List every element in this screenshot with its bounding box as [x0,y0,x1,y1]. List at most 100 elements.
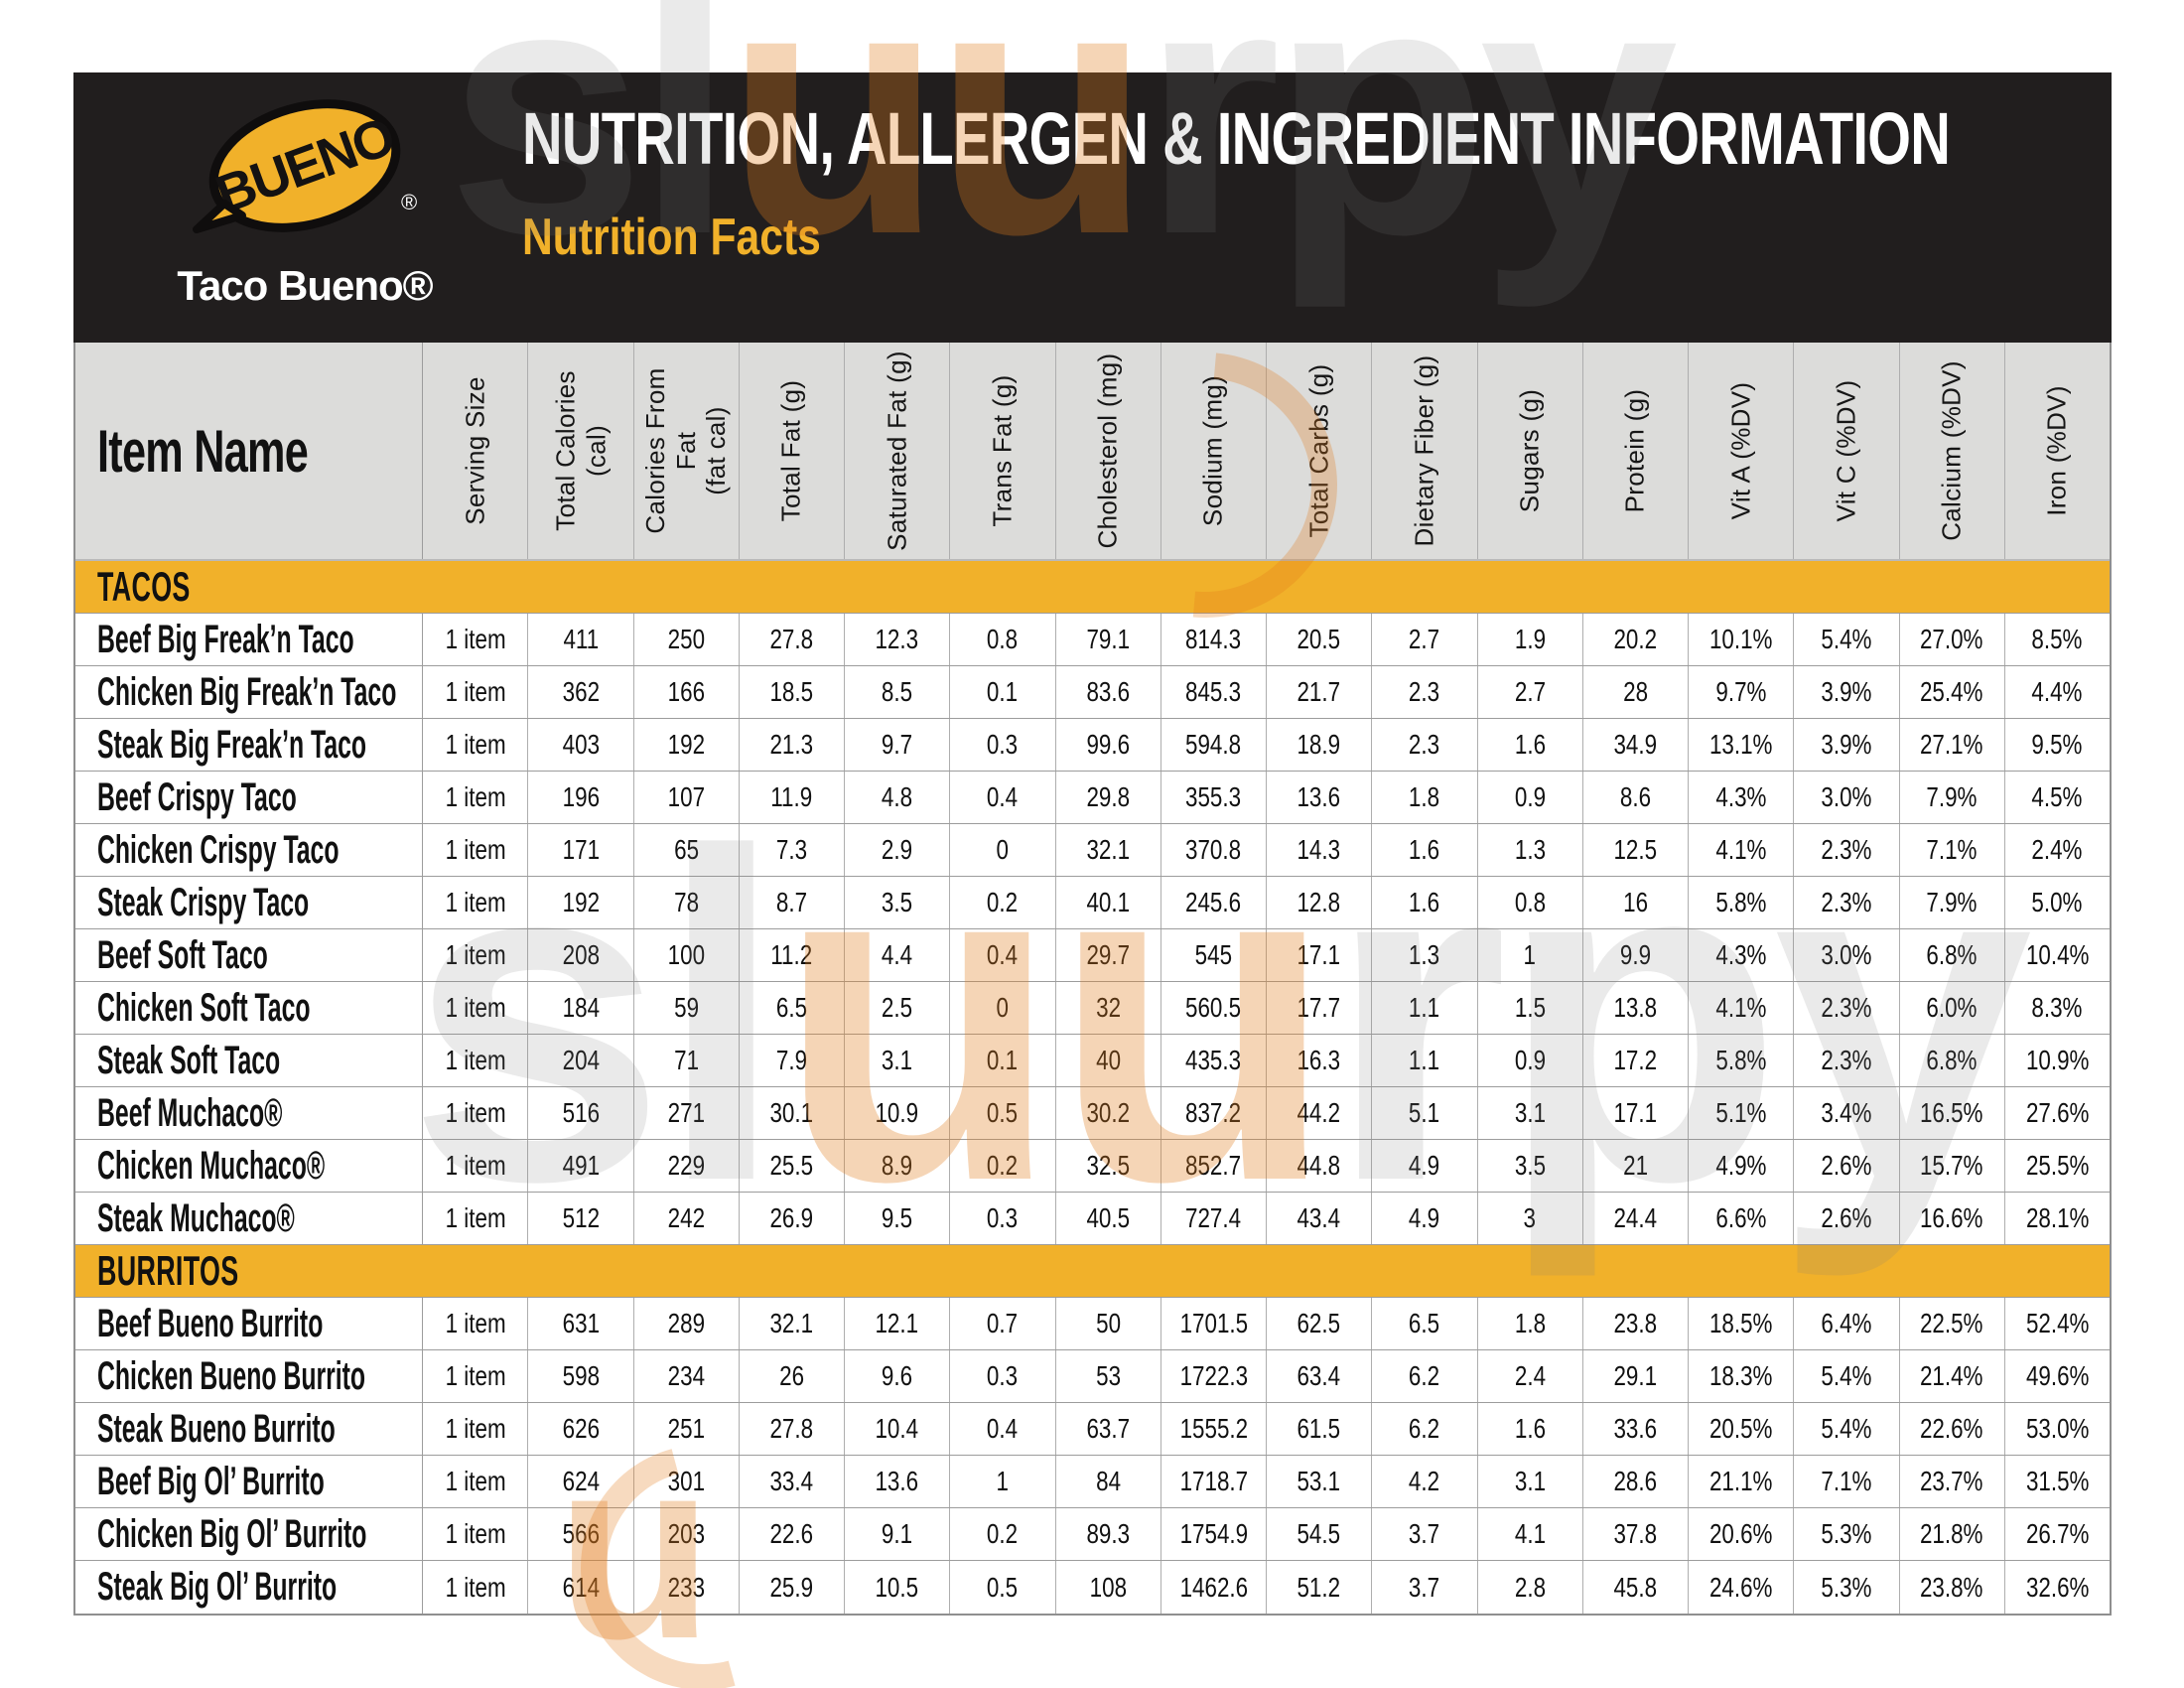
value-cell: 3.9% [1794,666,1900,718]
value-cell: 242 [634,1193,740,1244]
value-cell: 32.1 [1056,824,1161,876]
value-cell: 411 [528,614,634,665]
page-title: NUTRITION, ALLERGEN & INGREDIENT INFORMA… [522,97,1951,180]
column-header-cell: Iron (%DV) [2042,385,2073,516]
item-name-cell: Beef Big Freak’n Taco [75,614,423,665]
value-cell: 0 [950,824,1056,876]
value-cell: 25.9 [740,1561,845,1614]
nutrition-table: Item Name Serving Size Total Calories (cal… [73,343,2112,1616]
value-cell: 12.8 [1267,877,1373,928]
value-cell: 0.8 [1478,877,1583,928]
value-cell: 2.3% [1794,877,1900,928]
value-cell: 52.4% [2025,1308,2090,1338]
value-cell: 25.4% [1900,666,2005,718]
value-cell: 3.9% [1794,719,1900,771]
value-cell: 727.4 [1161,1193,1267,1244]
value-cell: 4.8 [845,772,951,823]
item-name-cell: Beef Muchaco® [75,1087,423,1139]
column-header-cell: Protein (g) [1583,343,1689,559]
table-body: TACOS Beef Big Freak’n Taco 1 item 411 250 27… [75,561,2110,1614]
value-cell: 83.6 [1056,666,1161,718]
value-cell: 28.1% [2025,1202,2090,1233]
value-cell: 1 item [423,1140,529,1192]
value-cell: 1 [950,1456,1056,1507]
value-cell: 4.9% [1689,1140,1795,1192]
value-cell: 9.9 [1583,929,1689,981]
value-cell: 4.5% [2031,781,2083,812]
value-cell: 53 [1056,1350,1161,1402]
item-name-cell: Beef Big Ol’ Burrito [75,1456,423,1507]
value-cell: 61.5 [1267,1403,1373,1455]
value-cell: 192 [528,877,634,928]
value-cell: 44.8 [1267,1140,1373,1192]
value-cell: 23.8% [1900,1561,2005,1614]
value-cell: 32.1 [740,1298,845,1349]
value-cell: 1.6 [1372,877,1478,928]
value-cell: 108 [1056,1561,1161,1614]
value-cell: 491 [528,1140,634,1192]
value-cell: 25.5% [2025,1150,2090,1181]
value-cell: 5.3% [1794,1561,1900,1614]
value-cell: 99.6 [1056,719,1161,771]
value-cell: 545 [1161,929,1267,981]
value-cell: 28.6 [1583,1456,1689,1507]
value-cell: 13.1% [1689,719,1795,771]
value-cell: 7.1% [1900,824,2005,876]
value-cell: 362 [528,666,634,718]
value-cell: 1 item [423,1350,529,1402]
value-cell: 30.2 [1056,1087,1161,1139]
taco-bueno-logo: BUENO ® Taco Bueno® [165,84,445,310]
table-row: Chicken Bueno Burrito 1 item 598 234 26 9.6 0.… [75,1350,2110,1403]
value-cell: 40 [1056,1035,1161,1086]
table-row: Steak Soft Taco 1 item 204 71 7.9 3.1 0.1 40 435… [75,1035,2110,1087]
value-cell: 0.8 [950,614,1056,665]
value-cell: 1 item [423,929,529,981]
value-cell: 5.1 [1372,1087,1478,1139]
value-cell: 3.5 [845,877,951,928]
column-header-cell: Sodium (mg) [1161,343,1267,559]
column-header-cell: Total Carbs (g) [1267,343,1373,559]
value-cell: 2.4 [1478,1350,1583,1402]
value-cell: 566 [528,1508,634,1560]
value-cell: 27.8 [740,614,845,665]
value-cell: 7.9% [1900,772,2005,823]
value-cell: 2.3 [1372,719,1478,771]
item-name-cell: Chicken Crispy Taco [75,824,423,876]
value-cell: 3 [1478,1193,1583,1244]
value-cell: 65 [634,824,740,876]
value-cell: 289 [634,1298,740,1349]
value-cell: 7.1% [1794,1456,1900,1507]
value-cell: 10.1% [1689,614,1795,665]
value-cell: 2.9 [845,824,951,876]
item-name-cell: Steak Muchaco® [75,1193,423,1244]
value-cell: 21.8% [1900,1508,2005,1560]
value-cell: 5.4% [1794,614,1900,665]
value-cell: 208 [528,929,634,981]
column-header-row: Item Name Serving Size Total Calories (cal… [75,343,2110,561]
value-cell: 14.3 [1267,824,1373,876]
value-cell: 2.5 [845,982,951,1034]
value-cell: 45.8 [1583,1561,1689,1614]
column-header-cell: Calories From Fat (fat cal) [634,343,740,559]
value-cell: 3.0% [1794,772,1900,823]
value-cell: 33.4 [740,1456,845,1507]
masthead: BUENO ® Taco Bueno® NUTRITION, ALLERGEN … [73,72,2112,343]
value-cell: 16.5% [1900,1087,2005,1139]
value-cell: 0.5 [950,1561,1056,1614]
item-name-column-header: Item Name [75,343,423,559]
value-cell: 0.1 [950,666,1056,718]
value-cell: 51.2 [1267,1561,1373,1614]
value-cell: 250 [634,614,740,665]
value-cell: 29.7 [1056,929,1161,981]
value-cell: 16.6% [1900,1193,2005,1244]
value-cell: 26.7% [2025,1518,2090,1549]
value-cell: 20.5% [1689,1403,1795,1455]
value-cell: 21.3 [740,719,845,771]
value-cell: 4.3% [1689,772,1795,823]
value-cell: 29.1 [1583,1350,1689,1402]
value-cell: 24.6% [1689,1561,1795,1614]
value-cell: 11.2 [740,929,845,981]
table-row: Steak Muchaco® 1 item 512 242 26.9 9.5 0.3 40.5… [75,1193,2110,1245]
value-cell: 1.1 [1372,1035,1478,1086]
